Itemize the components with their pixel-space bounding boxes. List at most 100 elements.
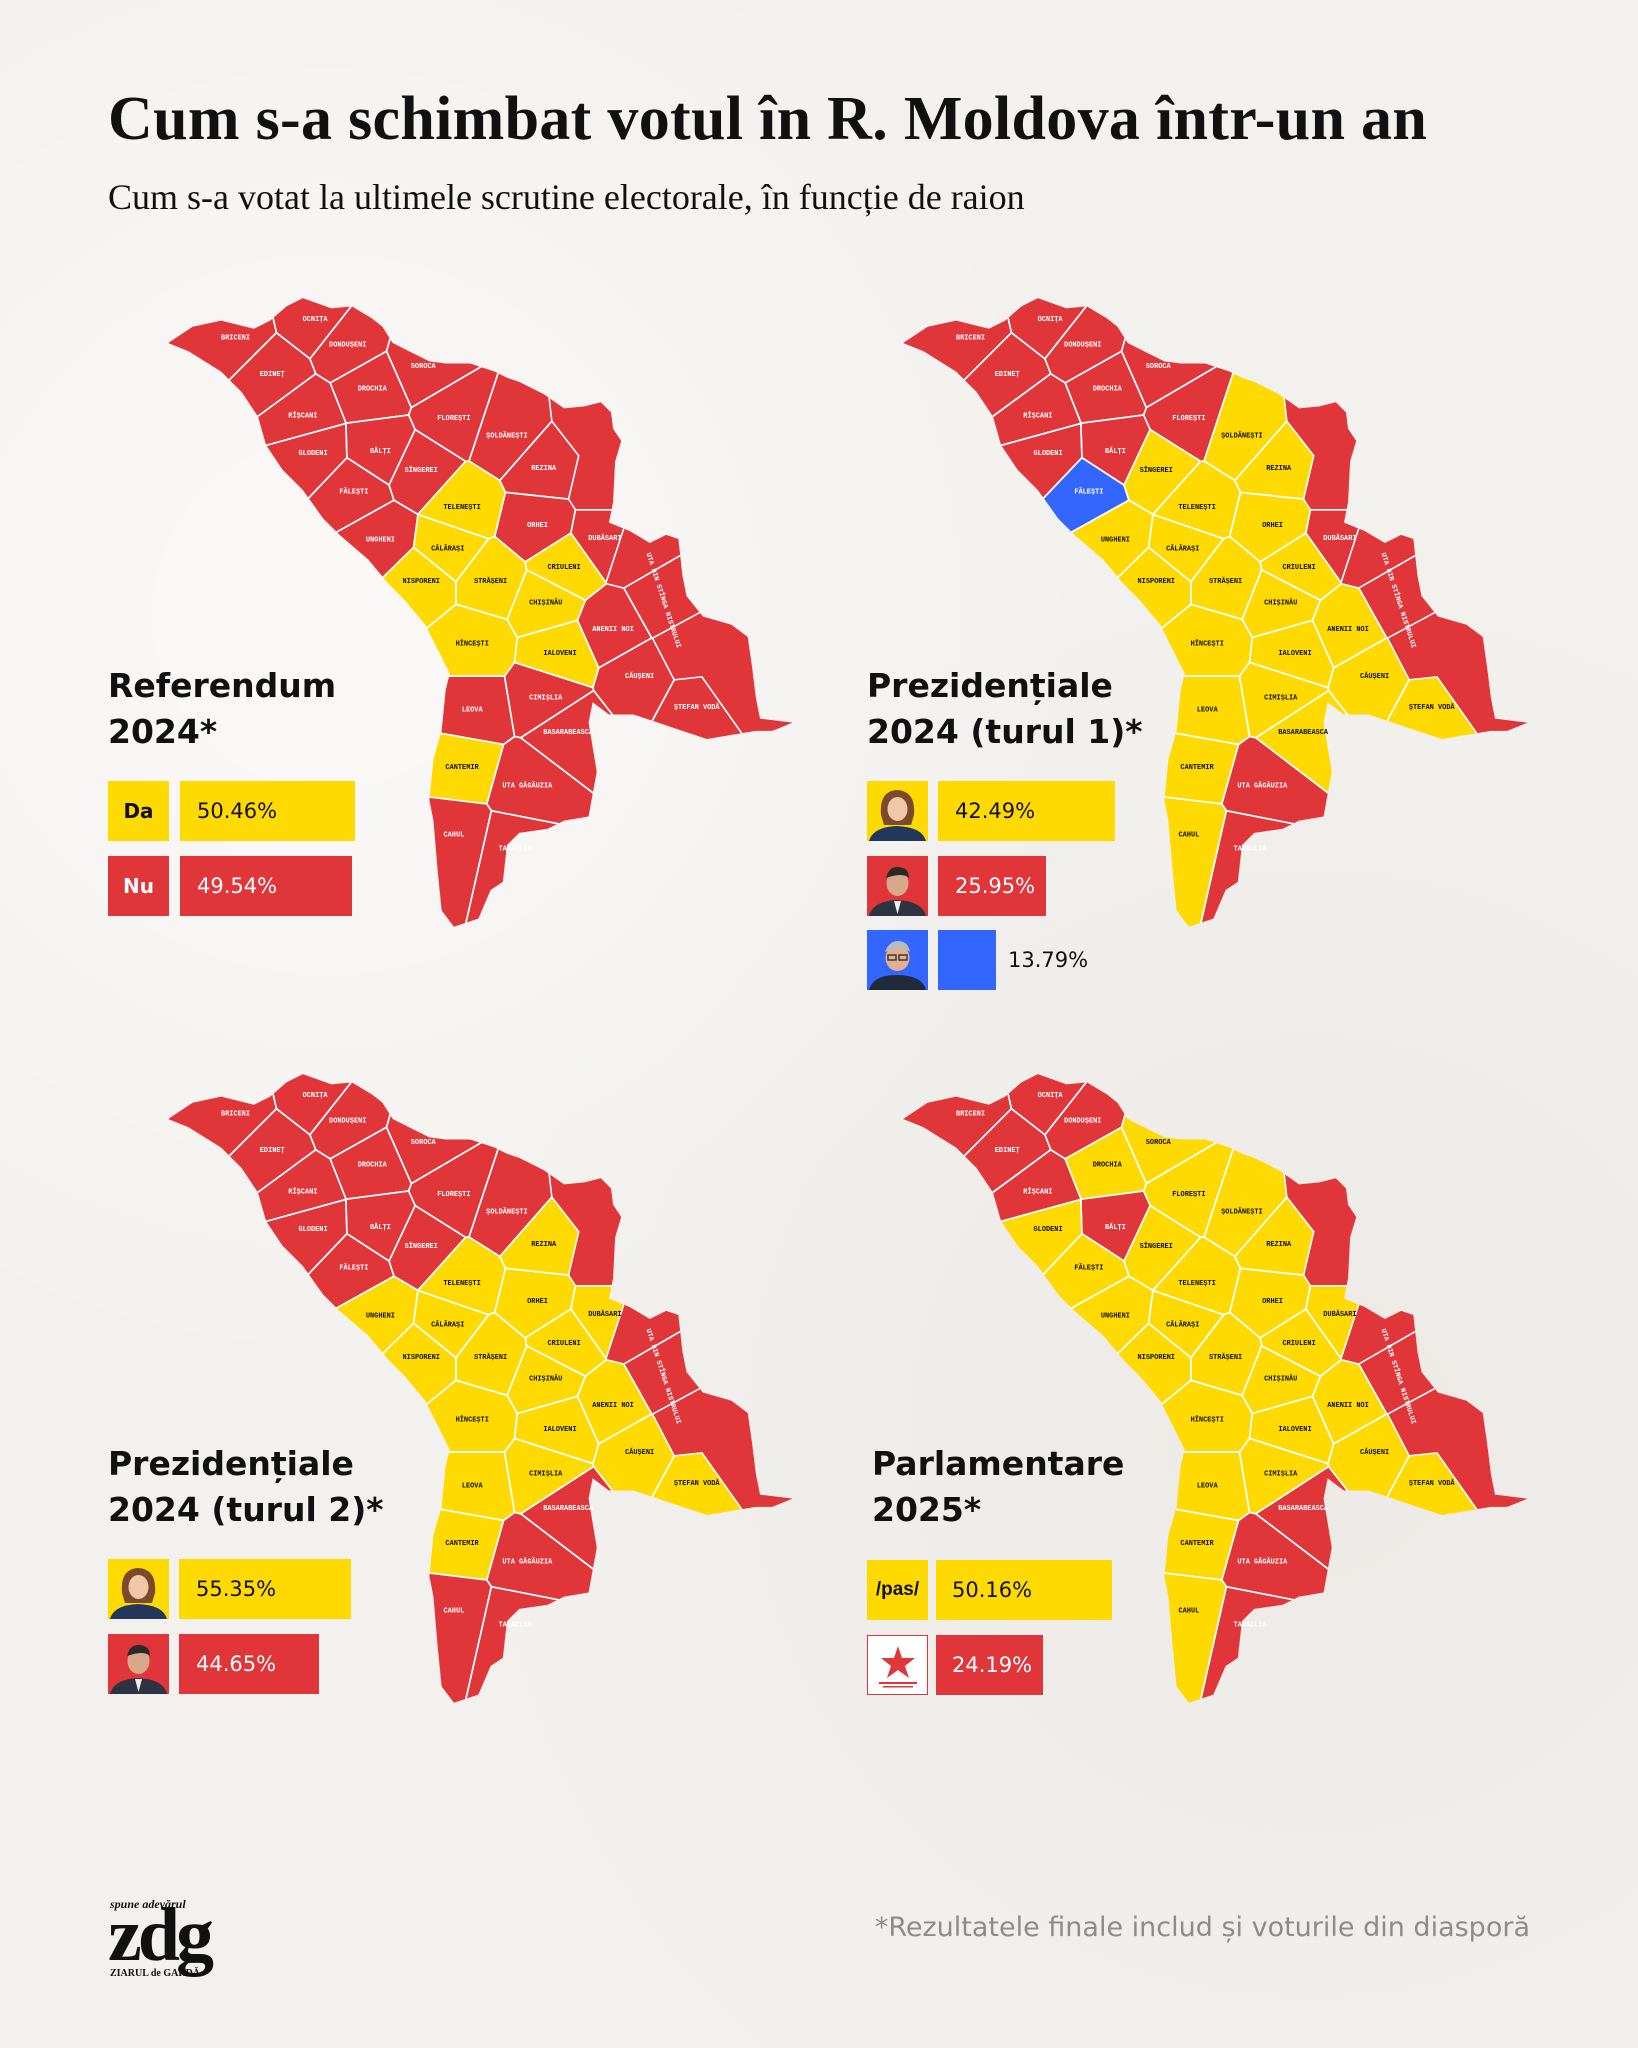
district-label: REZINA — [531, 465, 557, 473]
candidate-photo-2-icon — [108, 1634, 169, 1694]
district-label: ORHEI — [1262, 1298, 1283, 1306]
district-label: STRĂȘENI — [474, 1352, 507, 1362]
result-value: 55.35% — [196, 1577, 277, 1601]
district-label: TARACLIA — [1233, 845, 1267, 853]
district-label: BRICENI — [956, 1110, 985, 1118]
district-label: DUBĂSARI — [1323, 533, 1356, 543]
legend-prezidentiale-turul-2: Prezidențiale 2024 (turul 2)* 55.35% 44.6… — [108, 1441, 428, 1701]
pas-logo: /pas/ — [867, 1560, 928, 1620]
district-label: UNGHENI — [1101, 1312, 1130, 1320]
candidate-photo-2-icon — [867, 856, 928, 916]
district-label: BRICENI — [956, 334, 985, 342]
district-label: CANTEMIR — [1180, 1540, 1214, 1548]
district-label: SÎNGEREI — [1140, 1242, 1173, 1251]
district-uta-din-stînga-nistrului — [1436, 555, 1528, 818]
district-label: CIMIȘLIA — [1264, 694, 1298, 702]
legend-referendum: Referendum 2024* Da 50.46% Nu 49.54% — [108, 663, 408, 923]
footnote: *Rezultatele finale includ și voturile d… — [874, 1912, 1530, 1943]
district-label: DONDUȘENI — [1064, 1118, 1101, 1126]
district-label: EDINEȚ — [260, 371, 285, 379]
district-label: UTA GĂGĂUZIA — [1237, 1557, 1288, 1567]
district-label: SOROCA — [411, 363, 437, 371]
page-title: Cum s-a schimbat votul în R. Moldova înt… — [108, 85, 1428, 153]
district-label: SÎNGEREI — [405, 466, 438, 475]
district-label: DUBĂSARI — [588, 533, 621, 543]
legend-heading-line2: 2024* — [108, 712, 218, 751]
result-bar — [936, 1560, 1112, 1620]
district-label: REZINA — [1266, 1241, 1292, 1249]
district-label: BĂLȚI — [370, 446, 391, 456]
district-label: FĂLEȘTI — [339, 487, 368, 497]
result-bar — [180, 781, 355, 841]
district-label: EDINEȚ — [995, 1147, 1020, 1155]
legend-heading-line2: 2024 (turul 1)* — [867, 712, 1143, 751]
district-label: ȘTEFAN VODĂ — [1409, 1478, 1456, 1488]
district-label: BRICENI — [221, 1110, 250, 1118]
district-label: EDINEȚ — [995, 371, 1020, 379]
district-label: HÎNCEȘTI — [456, 640, 489, 649]
result-value: 50.46% — [197, 799, 278, 823]
result-value: 44.65% — [196, 1652, 277, 1676]
district-uta-din-stînga-nistrului — [538, 1074, 793, 1233]
district-label: OCNIȚA — [303, 1092, 329, 1100]
district-taraclia — [1167, 810, 1528, 927]
legend-heading-line2: 2024 (turul 2)* — [108, 1490, 384, 1529]
legend-heading-line1: Prezidențiale — [108, 1444, 354, 1483]
district-uta-din-stînga-nistrului — [1340, 434, 1528, 589]
result-bar — [938, 930, 996, 990]
option-label: Nu — [108, 856, 169, 916]
page-subtitle: Cum s-a votat la ultimele scrutine elect… — [108, 177, 1025, 217]
result-bar — [179, 1559, 351, 1619]
result-value: 49.54% — [197, 874, 278, 898]
district-label: CAHUL — [443, 832, 464, 840]
district-uta-din-stînga-nistrului — [1273, 1074, 1528, 1233]
district-label: FLOREȘTI — [1172, 415, 1205, 423]
district-label: ȘTEFAN VODĂ — [674, 1478, 721, 1488]
logo-name: ZIARUL de GARDĂ — [110, 1967, 201, 1979]
district-label: CRIULENI — [547, 1340, 580, 1348]
district-label: OCNIȚA — [1038, 316, 1064, 324]
district-label: CĂLĂRAȘI — [431, 1319, 464, 1329]
district-label: BASARABEASCA — [543, 1505, 594, 1513]
district-label: GLODENI — [299, 1226, 328, 1234]
district-label: TARACLIA — [1233, 1621, 1267, 1629]
result-bar — [938, 856, 1046, 916]
district-label: BASARABEASCA — [1278, 1505, 1329, 1513]
district-label: CANTEMIR — [1180, 764, 1214, 772]
district-label: FĂLEȘTI — [339, 1263, 368, 1273]
district-label: SOROCA — [1146, 363, 1172, 371]
district-label: RÎȘCANI — [288, 1188, 317, 1197]
result-bar — [180, 856, 352, 916]
district-label: ȘOLDĂNEȘTI — [486, 431, 528, 441]
result-value: 24.19% — [952, 1653, 1033, 1677]
district-label: FĂLEȘTI — [1074, 487, 1103, 497]
district-label: UNGHENI — [1101, 536, 1130, 544]
district-label: STRĂȘENI — [474, 576, 507, 586]
legend-heading-line1: Prezidențiale — [867, 666, 1113, 705]
district-uta-din-stînga-nistrului — [538, 298, 793, 457]
district-label: CAHUL — [443, 1608, 464, 1616]
result-value: 13.79% — [1008, 948, 1089, 972]
district-label: TELENEȘTI — [443, 504, 480, 512]
district-label: CRIULENI — [1282, 1340, 1315, 1348]
district-label: UTA GĂGĂUZIA — [502, 1557, 553, 1567]
district-label: BĂLȚI — [1105, 1222, 1126, 1232]
district-label: IALOVENI — [1278, 1426, 1311, 1434]
district-label: CHIȘINĂU — [529, 1374, 562, 1384]
legend-parlamentare-2025: Parlamentare 2025* /pas/ 50.16% 24.19% — [867, 1441, 1187, 1701]
option-label: Da — [108, 781, 169, 841]
district-label: CAHUL — [1178, 832, 1199, 840]
district-label: BASARABEASCA — [1278, 729, 1329, 737]
district-label: FLOREȘTI — [437, 1191, 470, 1199]
district-label: REZINA — [531, 1241, 557, 1249]
district-label: ANENII NOI — [592, 626, 634, 634]
district-label: IALOVENI — [543, 650, 576, 658]
legend-heading-line1: Parlamentare — [872, 1444, 1125, 1483]
district-label: SÎNGEREI — [405, 1242, 438, 1251]
legend-heading-line2: 2025* — [872, 1490, 982, 1529]
logo-mark: zdg — [108, 1893, 214, 1977]
district-label: CHIȘINĂU — [1264, 598, 1297, 608]
district-label: CĂUȘENI — [1360, 1447, 1389, 1457]
district-label: FĂLEȘTI — [1074, 1263, 1103, 1273]
district-label: HÎNCEȘTI — [1191, 1416, 1224, 1425]
